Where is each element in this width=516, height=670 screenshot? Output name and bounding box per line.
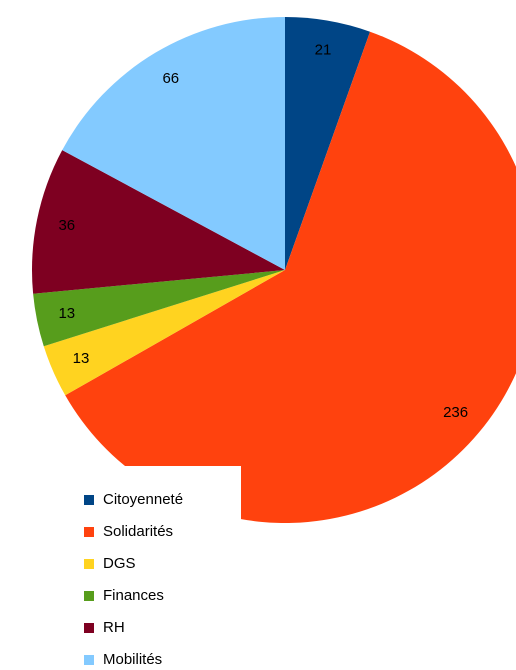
pie-slice bbox=[33, 270, 285, 347]
legend-label: Citoyenneté bbox=[103, 491, 183, 508]
legend-box bbox=[75, 466, 241, 670]
legend-swatch bbox=[84, 495, 94, 505]
data-label: 236 bbox=[443, 404, 468, 421]
data-label: 21 bbox=[315, 42, 332, 59]
legend-swatch bbox=[84, 623, 94, 633]
legend-label: RH bbox=[103, 619, 125, 636]
legend-label: Mobilités bbox=[103, 651, 162, 668]
pie-slice bbox=[43, 270, 285, 396]
legend-swatch bbox=[84, 591, 94, 601]
pie-slice bbox=[65, 31, 516, 523]
data-label: 13 bbox=[58, 305, 75, 322]
legend-label: Solidarités bbox=[103, 523, 173, 540]
legend-swatch bbox=[84, 559, 94, 569]
legend-label: Finances bbox=[103, 587, 164, 604]
legend-swatch bbox=[84, 527, 94, 537]
pie-slice bbox=[32, 150, 286, 294]
data-label: 66 bbox=[162, 70, 179, 87]
pie-slice bbox=[285, 17, 371, 270]
data-label: 36 bbox=[58, 217, 75, 234]
legend-label: DGS bbox=[103, 555, 136, 572]
pie-slice bbox=[62, 16, 285, 270]
legend-swatch bbox=[84, 655, 94, 665]
data-label: 13 bbox=[73, 350, 90, 367]
